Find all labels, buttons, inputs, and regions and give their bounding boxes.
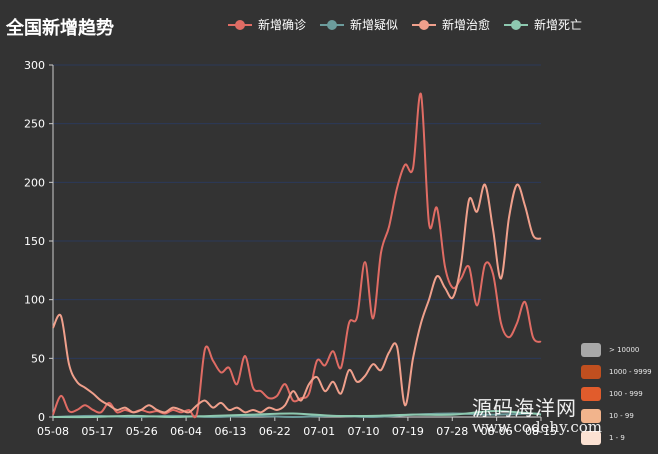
visual-map-swatch — [581, 365, 601, 379]
series-line-1 — [52, 412, 542, 419]
legend-label: 新增确诊 — [258, 18, 307, 32]
chart-title: 全国新增趋势 — [6, 18, 114, 39]
x-tick-label: 06-13 — [214, 425, 246, 438]
visual-map-swatch — [581, 343, 601, 357]
visual-map-label: 1000 - 9999 — [609, 368, 652, 376]
chart-legend: 新增确诊 新增疑似 新增治愈 新增死亡 — [228, 16, 582, 33]
x-tick-label: 08-15 — [525, 425, 557, 438]
y-tick-label: 0 — [38, 411, 45, 424]
y-tick-label: 250 — [24, 118, 45, 131]
x-tick-label: 07-01 — [303, 425, 335, 438]
visual-map-item[interactable]: 10 - 99 — [581, 408, 652, 424]
visual-map-label: 1 - 9 — [609, 434, 625, 442]
watermark: 源码海洋网 www.codehy.com — [472, 398, 602, 435]
legend-marker-icon — [412, 19, 437, 31]
y-tick-label: 100 — [24, 294, 45, 307]
x-tick-label: 05-08 — [37, 425, 69, 438]
series-line-2 — [52, 183, 542, 414]
legend-item[interactable]: 新增确诊 — [228, 16, 306, 33]
legend-item[interactable]: 新增疑似 — [320, 16, 398, 33]
legend-marker-icon — [228, 19, 252, 31]
y-tick-label: 50 — [31, 352, 45, 365]
x-tick-label: 07-28 — [436, 425, 468, 438]
visual-map-legend: > 10000 1000 - 9999 100 - 999 10 - 99 1 - 9 — [581, 342, 652, 446]
series-line-3 — [52, 410, 542, 419]
visual-map-item[interactable]: 1 - 9 — [581, 430, 652, 446]
legend-item[interactable]: 新增死亡 — [504, 16, 582, 33]
y-tick-label: 150 — [24, 235, 45, 248]
visual-map-item[interactable]: 100 - 999 — [581, 386, 652, 402]
x-tick-label: 06-22 — [259, 425, 291, 438]
visual-map-item[interactable]: 1000 - 9999 — [581, 364, 652, 380]
x-tick-label: 06-04 — [170, 425, 202, 438]
watermark-url: www.codehy.com — [472, 418, 602, 436]
x-tick-label: 07-19 — [392, 425, 424, 438]
legend-marker-icon — [320, 19, 345, 31]
legend-marker-icon — [504, 19, 529, 31]
x-tick-label: 05-17 — [81, 425, 113, 438]
x-tick-label: 05-26 — [126, 425, 158, 438]
y-tick-label: 300 — [24, 59, 45, 72]
y-tick-label: 200 — [24, 176, 45, 189]
x-tick-label: 07-10 — [348, 425, 380, 438]
legend-label: 新增死亡 — [534, 18, 583, 32]
series-line-0 — [52, 92, 542, 419]
legend-label: 新增疑似 — [350, 18, 399, 32]
visual-map-label: > 10000 — [609, 346, 640, 354]
visual-map-swatch — [581, 387, 601, 401]
visual-map-swatch — [581, 431, 601, 445]
visual-map-label: 10 - 99 — [609, 412, 634, 420]
x-tick-label: 08-06 — [481, 425, 513, 438]
visual-map-label: 100 - 999 — [609, 390, 643, 398]
legend-label: 新增治愈 — [442, 18, 491, 32]
legend-item[interactable]: 新增治愈 — [412, 16, 490, 33]
watermark-cn: 源码海洋网 — [472, 396, 577, 420]
visual-map-item[interactable]: > 10000 — [581, 342, 652, 358]
visual-map-swatch — [581, 409, 601, 423]
